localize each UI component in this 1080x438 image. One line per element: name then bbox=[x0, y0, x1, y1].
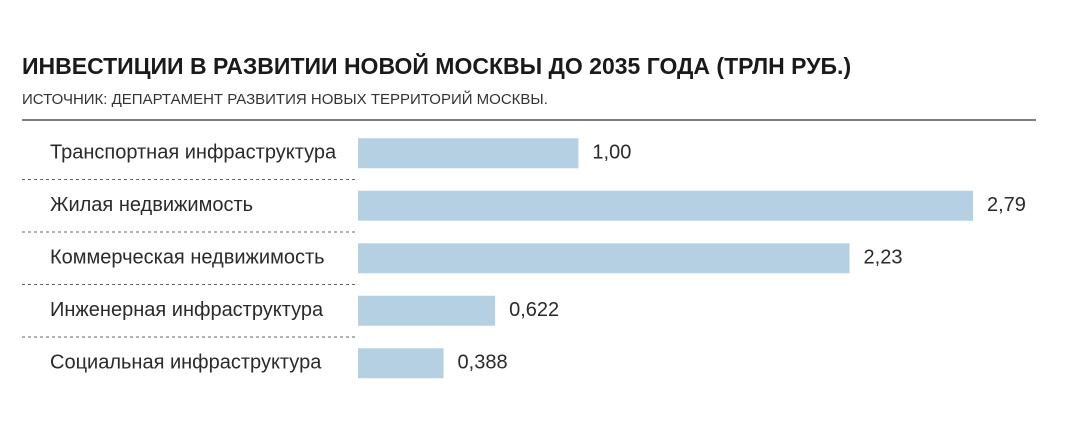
category-label: Коммерческая недвижимость bbox=[50, 247, 325, 269]
chart-title: ИНВЕСТИЦИИ В РАЗВИТИИ НОВОЙ МОСКВЫ ДО 20… bbox=[22, 52, 851, 79]
category-label: Транспортная инфраструктура bbox=[50, 142, 337, 164]
value-label: 2,23 bbox=[864, 247, 903, 269]
bar bbox=[358, 243, 850, 274]
chart-subtitle: ИСТОЧНИК: ДЕПАРТАМЕНТ РАЗВИТИЯ НОВЫХ ТЕР… bbox=[22, 90, 548, 108]
bar bbox=[358, 295, 496, 326]
category-label: Жилая недвижимость bbox=[50, 194, 253, 216]
value-label: 2,79 bbox=[987, 194, 1026, 216]
bar bbox=[358, 190, 973, 221]
bar bbox=[358, 348, 444, 379]
value-label: 0,622 bbox=[509, 299, 559, 321]
bar bbox=[358, 138, 579, 169]
category-label: Социальная инфраструктура bbox=[50, 352, 322, 374]
value-label: 0,388 bbox=[458, 352, 508, 374]
category-label: Инженерная инфраструктура bbox=[50, 299, 324, 321]
value-label: 1,00 bbox=[592, 142, 631, 164]
